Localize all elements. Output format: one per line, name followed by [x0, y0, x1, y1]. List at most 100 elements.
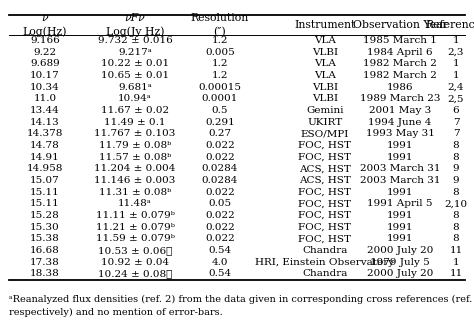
Text: 1982 March 2: 1982 March 2 [363, 60, 437, 69]
Text: 7: 7 [453, 129, 459, 138]
Text: 1991: 1991 [387, 234, 413, 243]
Text: 0.022: 0.022 [205, 153, 235, 162]
Text: 14.13: 14.13 [30, 118, 60, 127]
Text: 8: 8 [453, 234, 459, 243]
Text: VLBI: VLBI [312, 94, 338, 103]
Text: 13.44: 13.44 [30, 106, 60, 115]
Text: 1: 1 [453, 36, 459, 45]
Text: 0.00015: 0.00015 [199, 83, 241, 92]
Text: 2003 March 31: 2003 March 31 [360, 165, 440, 173]
Text: 2000 July 20: 2000 July 20 [367, 269, 433, 278]
Text: 0.022: 0.022 [205, 234, 235, 243]
Text: 0.5: 0.5 [212, 106, 228, 115]
Text: 2,3: 2,3 [448, 48, 464, 57]
Text: 15.07: 15.07 [30, 176, 60, 185]
Text: 0.022: 0.022 [205, 223, 235, 232]
Text: 1982 March 2: 1982 March 2 [363, 71, 437, 80]
Text: ν: ν [42, 13, 48, 23]
Text: ESO/MPI: ESO/MPI [301, 129, 349, 138]
Text: 0.022: 0.022 [205, 211, 235, 220]
Text: 16.68: 16.68 [30, 246, 60, 255]
Text: 2001 May 3: 2001 May 3 [369, 106, 431, 115]
Text: 0.0001: 0.0001 [202, 94, 238, 103]
Text: 0.022: 0.022 [205, 141, 235, 150]
Text: Log(Jy Hz): Log(Jy Hz) [106, 27, 164, 37]
Text: 8: 8 [453, 223, 459, 232]
Text: 11.67 ± 0.02: 11.67 ± 0.02 [101, 106, 169, 115]
Text: 15.38: 15.38 [30, 234, 60, 243]
Text: 0.005: 0.005 [205, 48, 235, 57]
Text: VLBI: VLBI [312, 48, 338, 57]
Text: 1985 March 1: 1985 March 1 [363, 36, 437, 45]
Text: 15.28: 15.28 [30, 211, 60, 220]
Text: 11: 11 [449, 269, 463, 278]
Text: FOC, HST: FOC, HST [299, 211, 352, 220]
Text: 8: 8 [453, 188, 459, 197]
Text: 15.11: 15.11 [30, 199, 60, 209]
Text: 2,4: 2,4 [448, 83, 464, 92]
Text: VLA: VLA [314, 36, 336, 45]
Text: 8: 8 [453, 153, 459, 162]
Text: Referenceᵈ: Referenceᵈ [426, 20, 474, 30]
Text: 11.146 ± 0.003: 11.146 ± 0.003 [94, 176, 176, 185]
Text: HRI, Einstein Observatory: HRI, Einstein Observatory [255, 258, 394, 267]
Text: 9.732 ± 0.016: 9.732 ± 0.016 [98, 36, 173, 45]
Text: 10.34: 10.34 [30, 83, 60, 92]
Text: Chandra: Chandra [302, 246, 348, 255]
Text: 1979 July 5: 1979 July 5 [370, 258, 430, 267]
Text: 14.78: 14.78 [30, 141, 60, 150]
Text: 15.11: 15.11 [30, 188, 60, 197]
Text: 1991: 1991 [387, 153, 413, 162]
Text: 10.94ᵃ: 10.94ᵃ [118, 94, 152, 103]
Text: (″): (″) [214, 27, 227, 37]
Text: FOC, HST: FOC, HST [299, 234, 352, 243]
Text: 9: 9 [453, 165, 459, 173]
Text: 10.53 ± 0.06፣: 10.53 ± 0.06፣ [98, 246, 172, 255]
Text: 9.681ᵃ: 9.681ᵃ [118, 83, 152, 92]
Text: 1.2: 1.2 [212, 60, 228, 69]
Text: 11.31 ± 0.08ᵇ: 11.31 ± 0.08ᵇ [99, 188, 171, 197]
Text: 17.38: 17.38 [30, 258, 60, 267]
Text: 7: 7 [453, 118, 459, 127]
Text: Gemini: Gemini [306, 106, 344, 115]
Text: VLBI: VLBI [312, 83, 338, 92]
Text: 0.54: 0.54 [209, 269, 232, 278]
Text: 6: 6 [453, 106, 459, 115]
Text: respectively) and no mention of error-bars.: respectively) and no mention of error-ba… [9, 308, 222, 317]
Text: 10.92 ± 0.04: 10.92 ± 0.04 [101, 258, 169, 267]
Text: FOC, HST: FOC, HST [299, 153, 352, 162]
Text: 11: 11 [449, 246, 463, 255]
Text: 2003 March 31: 2003 March 31 [360, 176, 440, 185]
Text: 10.22 ± 0.01: 10.22 ± 0.01 [101, 60, 169, 69]
Text: 14.91: 14.91 [30, 153, 60, 162]
Text: 1.2: 1.2 [212, 36, 228, 45]
Text: 14.958: 14.958 [27, 165, 63, 173]
Text: 1991: 1991 [387, 223, 413, 232]
Text: 8: 8 [453, 141, 459, 150]
Text: 1994 June 4: 1994 June 4 [368, 118, 432, 127]
Text: 1989 March 23: 1989 March 23 [360, 94, 440, 103]
Text: 1991: 1991 [387, 188, 413, 197]
Text: 9: 9 [453, 176, 459, 185]
Text: 0.022: 0.022 [205, 188, 235, 197]
Text: FOC, HST: FOC, HST [299, 141, 352, 150]
Text: Chandra: Chandra [302, 269, 348, 278]
Text: Resolution: Resolution [191, 13, 249, 23]
Text: 11.49 ± 0.1: 11.49 ± 0.1 [104, 118, 166, 127]
Text: 11.204 ± 0.004: 11.204 ± 0.004 [94, 165, 176, 173]
Text: Instrument: Instrument [294, 20, 356, 30]
Text: 0.54: 0.54 [209, 246, 232, 255]
Text: 11.59 ± 0.079ᵇ: 11.59 ± 0.079ᵇ [96, 234, 174, 243]
Text: 0.27: 0.27 [209, 129, 232, 138]
Text: 10.65 ± 0.01: 10.65 ± 0.01 [101, 71, 169, 80]
Text: 2000 July 20: 2000 July 20 [367, 246, 433, 255]
Text: Log(Hz): Log(Hz) [23, 27, 67, 37]
Text: 9.166: 9.166 [30, 36, 60, 45]
Text: 1993 May 31: 1993 May 31 [365, 129, 435, 138]
Text: 2,10: 2,10 [445, 199, 467, 209]
Text: 9.217ᵃ: 9.217ᵃ [118, 48, 152, 57]
Text: 1984 April 6: 1984 April 6 [367, 48, 433, 57]
Text: ACS, HST: ACS, HST [299, 176, 351, 185]
Text: FOC, HST: FOC, HST [299, 188, 352, 197]
Text: 11.767 ± 0.103: 11.767 ± 0.103 [94, 129, 176, 138]
